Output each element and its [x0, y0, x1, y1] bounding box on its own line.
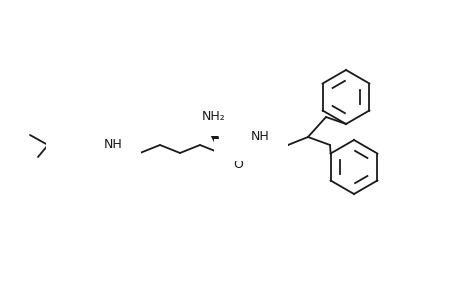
Text: O: O — [84, 158, 94, 170]
Text: NH₂: NH₂ — [202, 110, 225, 123]
Text: O: O — [65, 139, 75, 152]
Text: NH: NH — [103, 137, 122, 151]
Polygon shape — [210, 132, 219, 153]
Text: O: O — [233, 158, 242, 170]
Text: NH: NH — [250, 130, 269, 142]
